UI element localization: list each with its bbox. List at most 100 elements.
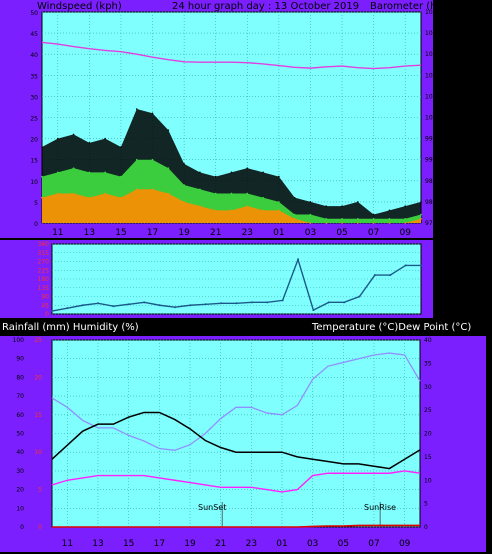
x-tick-label-bottom: 05 — [338, 539, 349, 549]
humidity-y-tick-label: 40 — [16, 449, 24, 456]
direction-y-tick-label: 225 — [38, 267, 50, 274]
wind-y-tick-label: 45 — [30, 31, 38, 38]
direction-y-tick-label: 315 — [38, 250, 50, 257]
direction-point — [327, 301, 330, 304]
wind-point — [104, 171, 106, 174]
wind-point — [262, 196, 264, 199]
wind-point — [372, 217, 375, 220]
temp-y-tick-label: 20 — [424, 431, 432, 438]
wind-point — [104, 192, 106, 195]
wind-y-tick-label: 20 — [30, 137, 38, 144]
wind-point — [88, 171, 91, 174]
barometer-y-tick-label: 1010 — [425, 72, 440, 79]
compass-label-s: S — [438, 275, 444, 286]
wind-point — [56, 171, 59, 174]
wind-point — [151, 158, 154, 161]
wind-point — [420, 213, 422, 216]
wind-point — [357, 222, 359, 224]
wind-point — [309, 213, 312, 216]
barometer-y-tick-label: 1005 — [425, 93, 440, 100]
wind-point — [41, 175, 43, 178]
wind-point — [262, 209, 264, 212]
wind-point — [135, 108, 138, 110]
wind-point — [372, 213, 375, 216]
temp-y-tick-label: 35 — [424, 360, 432, 367]
wind-point — [72, 133, 75, 136]
wind-point — [309, 222, 312, 224]
wind-point — [341, 222, 343, 224]
wind-point — [167, 167, 170, 169]
wind-y-tick-label: 40 — [30, 52, 38, 59]
x-tick-label-bottom: 03 — [307, 539, 318, 549]
temp-dewpoint-axis-title: Temperature (°C)Dew Point (°C) — [311, 322, 471, 333]
wind-point — [325, 217, 328, 220]
barometer-y-tick-label: 985 — [425, 178, 437, 185]
humidity-y-tick-label: 100 — [13, 337, 25, 344]
temp-series-line-1 — [51, 411, 421, 470]
wind-point — [357, 217, 359, 220]
wind-point — [135, 188, 138, 191]
direction-point — [189, 304, 192, 307]
wind-point — [388, 222, 391, 224]
direction-point — [143, 301, 146, 304]
wind-point — [293, 213, 296, 216]
rain-line — [52, 524, 420, 528]
direction-point — [235, 302, 238, 305]
humidity-y-tick-label: 10 — [16, 505, 24, 512]
direction-point — [220, 302, 223, 305]
wind-point — [199, 205, 201, 207]
x-tick-label-bottom: 01 — [276, 539, 287, 549]
wind-point — [278, 209, 280, 212]
direction-point — [297, 258, 299, 261]
humidity-y-tick-label: 90 — [16, 356, 24, 363]
wind-point — [325, 205, 328, 207]
wind-point — [420, 217, 422, 220]
wind-point — [72, 192, 75, 195]
rain-y-tick-label: 5 — [38, 487, 42, 494]
direction-point — [420, 264, 422, 267]
temp-y-tick-label: 30 — [424, 384, 432, 391]
wind-point — [246, 205, 249, 207]
barometer-y-tick-label: 1025 — [425, 9, 440, 16]
rain-y-tick-label: 15 — [34, 412, 42, 419]
wind-point — [56, 137, 59, 140]
wind-point — [120, 146, 122, 148]
wind-y-tick-label: 10 — [30, 179, 38, 186]
temp-series-line-0 — [51, 352, 421, 451]
barometer-line — [41, 41, 422, 70]
wind-point — [199, 171, 201, 174]
wind-point — [72, 167, 75, 169]
direction-point — [81, 304, 84, 307]
chart-title: 24 hour graph day : 13 October 2019 — [172, 1, 359, 12]
wind-point — [214, 192, 217, 195]
rain-y-tick-label: 20 — [34, 374, 42, 381]
wind-point — [120, 175, 122, 178]
rain-y-tick-label: 25 — [34, 337, 42, 344]
wind-point — [325, 222, 328, 224]
direction-point — [51, 310, 53, 313]
direction-y-tick-label: 0 — [45, 311, 49, 318]
wind-point — [151, 112, 154, 115]
temp-y-tick-label: 10 — [424, 477, 432, 484]
x-tick-label-bottom: 23 — [246, 539, 257, 549]
x-tick-label: 11 — [52, 228, 63, 238]
direction-point — [373, 274, 376, 277]
wind-y-tick-label: 5 — [34, 200, 38, 207]
compass-label-e: E — [438, 293, 444, 304]
direction-point — [66, 307, 69, 310]
wind-point — [246, 192, 249, 195]
sunrise-label: SunRise — [364, 503, 396, 512]
wind-point — [309, 201, 312, 203]
compass-label-n: N — [437, 240, 444, 251]
temp-y-tick-label: 40 — [424, 337, 432, 344]
wind-y-tick-label: 35 — [30, 73, 38, 80]
wind-y-tick-label: 0 — [34, 221, 38, 228]
temp-series-line-2 — [51, 470, 421, 493]
wind-point — [262, 171, 264, 174]
x-tick-label-bottom: 17 — [154, 539, 165, 549]
x-tick-label: 17 — [147, 228, 158, 238]
x-tick-label: 23 — [242, 228, 253, 238]
windspeed-axis-title: Windspeed (kph) — [37, 1, 122, 12]
